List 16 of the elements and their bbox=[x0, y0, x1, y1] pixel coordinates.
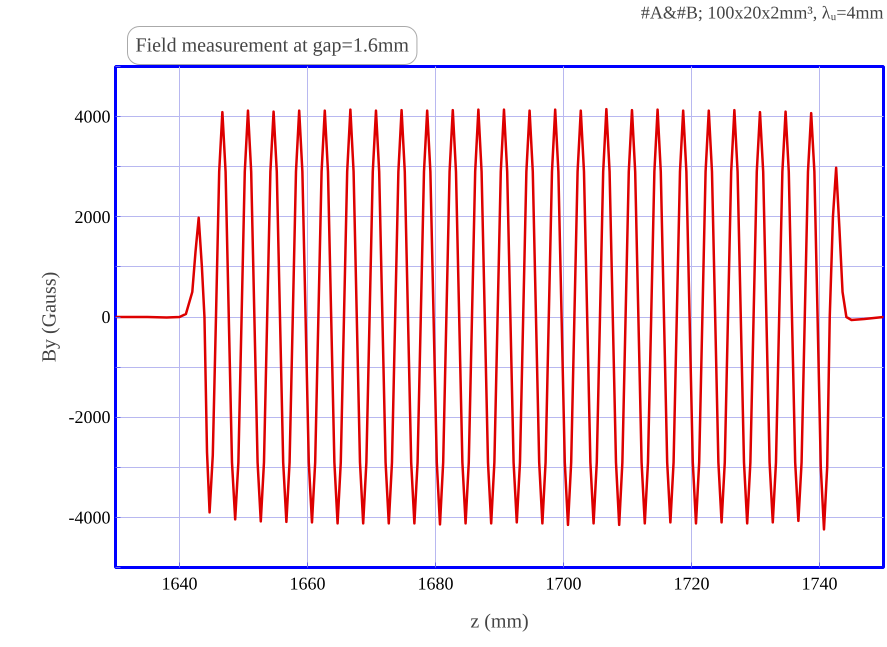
x-tick-label: 1740 bbox=[802, 574, 838, 594]
chart-subtitle: #A&#B; 100x20x2mm³, λᵤ=4mm bbox=[640, 2, 884, 22]
y-tick-label: 4000 bbox=[74, 106, 110, 127]
y-tick-label: 0 bbox=[102, 307, 110, 327]
x-tick-label: 1640 bbox=[162, 574, 198, 594]
chart-title: Field measurement at gap=1.6mm bbox=[136, 34, 410, 56]
x-tick-label: 1700 bbox=[546, 574, 582, 594]
x-tick-label: 1680 bbox=[418, 574, 454, 594]
x-axis-title: z (mm) bbox=[470, 610, 529, 632]
y-tick-label: -4000 bbox=[68, 507, 111, 528]
y-axis-title: By (Gauss) bbox=[38, 272, 61, 362]
y-tick-label: 2000 bbox=[74, 206, 110, 227]
y-tick-label: -2000 bbox=[68, 407, 111, 428]
x-tick-label: 1660 bbox=[290, 574, 326, 594]
x-tick-label: 1720 bbox=[674, 574, 710, 594]
line-series bbox=[116, 108, 884, 531]
